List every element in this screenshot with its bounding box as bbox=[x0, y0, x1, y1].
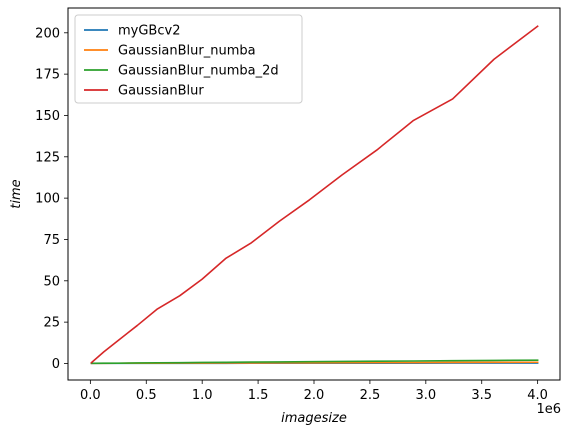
x-tick-label: 4.0 bbox=[527, 388, 548, 403]
y-axis-label: time bbox=[9, 179, 24, 208]
y-axis-ticks: 0 25 50 75 100 125 150 175 200 bbox=[35, 26, 68, 372]
x-tick-label: 2.0 bbox=[304, 388, 325, 403]
x-tick-label: 1.0 bbox=[192, 388, 213, 403]
legend-label-0: myGBcv2 bbox=[118, 24, 180, 39]
legend-label-3: GaussianBlur bbox=[118, 84, 204, 99]
y-tick-label: 0 bbox=[52, 357, 60, 372]
series-line-2 bbox=[90, 359, 539, 365]
y-tick-label: 150 bbox=[35, 109, 60, 124]
x-tick-label: 1.5 bbox=[248, 388, 269, 403]
y-tick-label: 100 bbox=[35, 192, 60, 207]
legend-label-1: GaussianBlur_numba bbox=[118, 44, 256, 59]
y-tick-label: 50 bbox=[43, 274, 60, 289]
series-layer bbox=[90, 25, 539, 365]
x-axis-offset-label: 1e6 bbox=[536, 402, 561, 417]
legend-label-2: GaussianBlur_numba_2d bbox=[118, 64, 279, 79]
series-line-3 bbox=[90, 25, 539, 364]
x-tick-label: 2.5 bbox=[360, 388, 381, 403]
y-tick-label: 175 bbox=[35, 68, 60, 83]
x-tick-label: 0.0 bbox=[80, 388, 101, 403]
x-tick-label: 3.0 bbox=[415, 388, 436, 403]
y-tick-label: 200 bbox=[35, 26, 60, 41]
y-tick-label: 25 bbox=[43, 316, 60, 331]
x-axis-label: imagesize bbox=[281, 411, 347, 426]
x-tick-label: 3.5 bbox=[471, 388, 492, 403]
legend: myGBcv2 GaussianBlur_numba GaussianBlur_nu… bbox=[74, 14, 303, 104]
x-axis-ticks: 0.0 0.5 1.0 1.5 2.0 2.5 3.0 3.5 4.0 bbox=[80, 380, 548, 403]
legend-box bbox=[74, 14, 303, 104]
y-tick-label: 75 bbox=[43, 233, 60, 248]
plot-area bbox=[67, 7, 561, 381]
y-tick-label: 125 bbox=[35, 150, 60, 165]
x-tick-label: 0.5 bbox=[136, 388, 157, 403]
